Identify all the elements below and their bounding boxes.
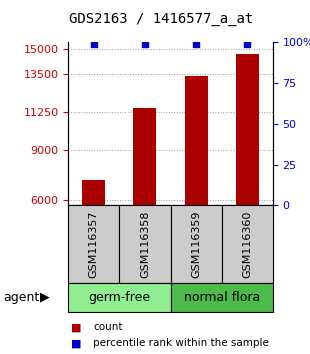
Text: agent: agent [3, 291, 39, 304]
Text: percentile rank within the sample: percentile rank within the sample [93, 338, 269, 348]
Text: germ-free: germ-free [88, 291, 150, 304]
Text: normal flora: normal flora [184, 291, 260, 304]
Text: ■: ■ [71, 338, 82, 348]
Text: count: count [93, 322, 122, 332]
Bar [119, 205, 171, 283]
Bar [68, 283, 171, 312]
Bar [170, 283, 273, 312]
Point [193, 41, 199, 47]
Point [143, 41, 148, 47]
Point [245, 41, 250, 47]
Text: GSM116358: GSM116358 [140, 211, 150, 278]
Text: GSM116360: GSM116360 [242, 211, 252, 278]
Bar [184, 76, 208, 205]
Text: ■: ■ [71, 322, 82, 332]
Bar [222, 205, 273, 283]
Bar [68, 205, 119, 283]
Bar [82, 180, 105, 205]
Bar [133, 108, 157, 205]
Point [91, 41, 96, 47]
Text: GSM116357: GSM116357 [89, 211, 99, 278]
Text: ▶: ▶ [40, 291, 50, 304]
Text: GSM116359: GSM116359 [191, 211, 201, 278]
Bar [170, 205, 222, 283]
Text: GDS2163 / 1416577_a_at: GDS2163 / 1416577_a_at [69, 12, 253, 27]
Bar [236, 54, 259, 205]
